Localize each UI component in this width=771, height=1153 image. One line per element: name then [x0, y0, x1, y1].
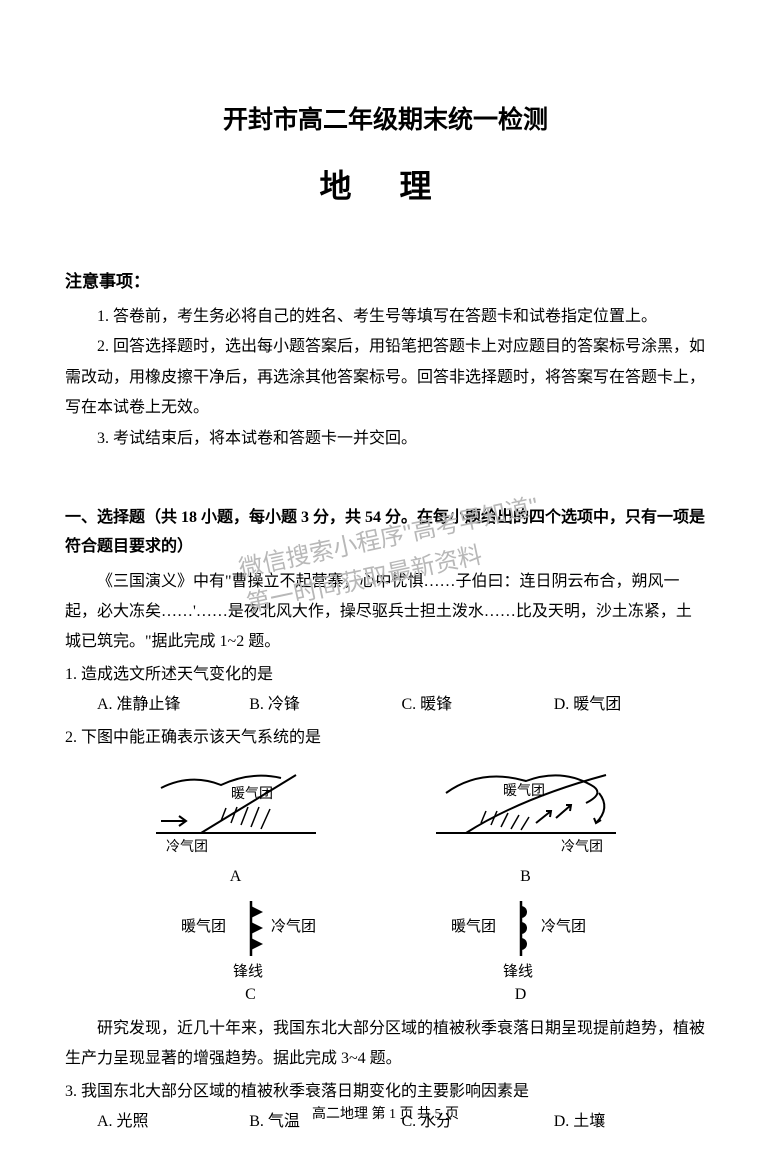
passage-1: 《三国演义》中有"曹操立不起营寨，心中忧惧……子伯曰：连日阴云布合，朔风一起，必…	[65, 567, 706, 658]
diagram-a-label: A	[151, 868, 321, 886]
diagram-d-front-label: 锋线	[503, 963, 533, 980]
diagram-b: 暖气团 冷气团 B	[431, 763, 621, 886]
page-footer: 高二地理 第 1 页 共 5 页	[0, 1103, 771, 1123]
diagram-b-warm-label: 暖气团	[503, 783, 545, 799]
question-1: 1. 造成选文所述天气变化的是	[65, 660, 706, 690]
question-1-options: A. 准静止锋 B. 冷锋 C. 暖锋 D. 暖气团	[65, 690, 706, 720]
exam-title: 开封市高二年级期末统一检测	[65, 100, 706, 136]
diagram-row-cd: 暖气团 冷气团 锋线 C 暖气团 冷气团 锋线 D	[65, 896, 706, 1004]
q1-option-a: A. 准静止锋	[97, 690, 249, 720]
diagram-d-label: D	[441, 986, 601, 1004]
diagram-d: 暖气团 冷气团 锋线 D	[441, 896, 601, 1004]
diagram-c-front-label: 锋线	[233, 963, 263, 980]
notice-header: 注意事项：	[65, 267, 706, 292]
question-2: 2. 下图中能正确表示该天气系统的是	[65, 723, 706, 753]
diagram-b-label: B	[431, 868, 621, 886]
diagram-d-cold-label: 冷气团	[541, 918, 586, 935]
notice-item-1: 1. 答卷前，考生务必将自己的姓名、考生号等填写在答题卡和试卷指定位置上。	[65, 302, 706, 332]
diagram-c-label: C	[171, 986, 331, 1004]
notice-item-2: 2. 回答选择题时，选出每小题答案后，用铅笔把答题卡上对应题目的答案标号涂黑，如…	[65, 332, 706, 423]
diagram-row-ab: 暖气团 冷气团 A 暖气团 冷气团 B	[65, 763, 706, 886]
diagram-b-cold-label: 冷气团	[561, 839, 603, 855]
diagram-a: 暖气团 冷气团 A	[151, 763, 321, 886]
q1-option-c: C. 暖锋	[402, 690, 554, 720]
diagram-c: 暖气团 冷气团 锋线 C	[171, 896, 331, 1004]
diagram-c-warm-label: 暖气团	[181, 918, 226, 935]
diagram-d-warm-label: 暖气团	[451, 918, 496, 935]
diagram-a-warm-label: 暖气团	[231, 786, 273, 802]
section-header: 一、选择题（共 18 小题，每小题 3 分，共 54 分。在每小题给出的四个选项…	[65, 504, 706, 562]
subject-title: 地 理	[65, 161, 706, 207]
q1-option-b: B. 冷锋	[249, 690, 401, 720]
notice-item-3: 3. 考试结束后，将本试卷和答题卡一并交回。	[65, 424, 706, 454]
q1-option-d: D. 暖气团	[554, 690, 706, 720]
passage-2: 研究发现，近几十年来，我国东北大部分区域的植被秋季衰落日期呈现提前趋势，植被生产…	[65, 1014, 706, 1075]
diagram-c-cold-label: 冷气团	[271, 918, 316, 935]
diagram-a-cold-label: 冷气团	[166, 839, 208, 855]
